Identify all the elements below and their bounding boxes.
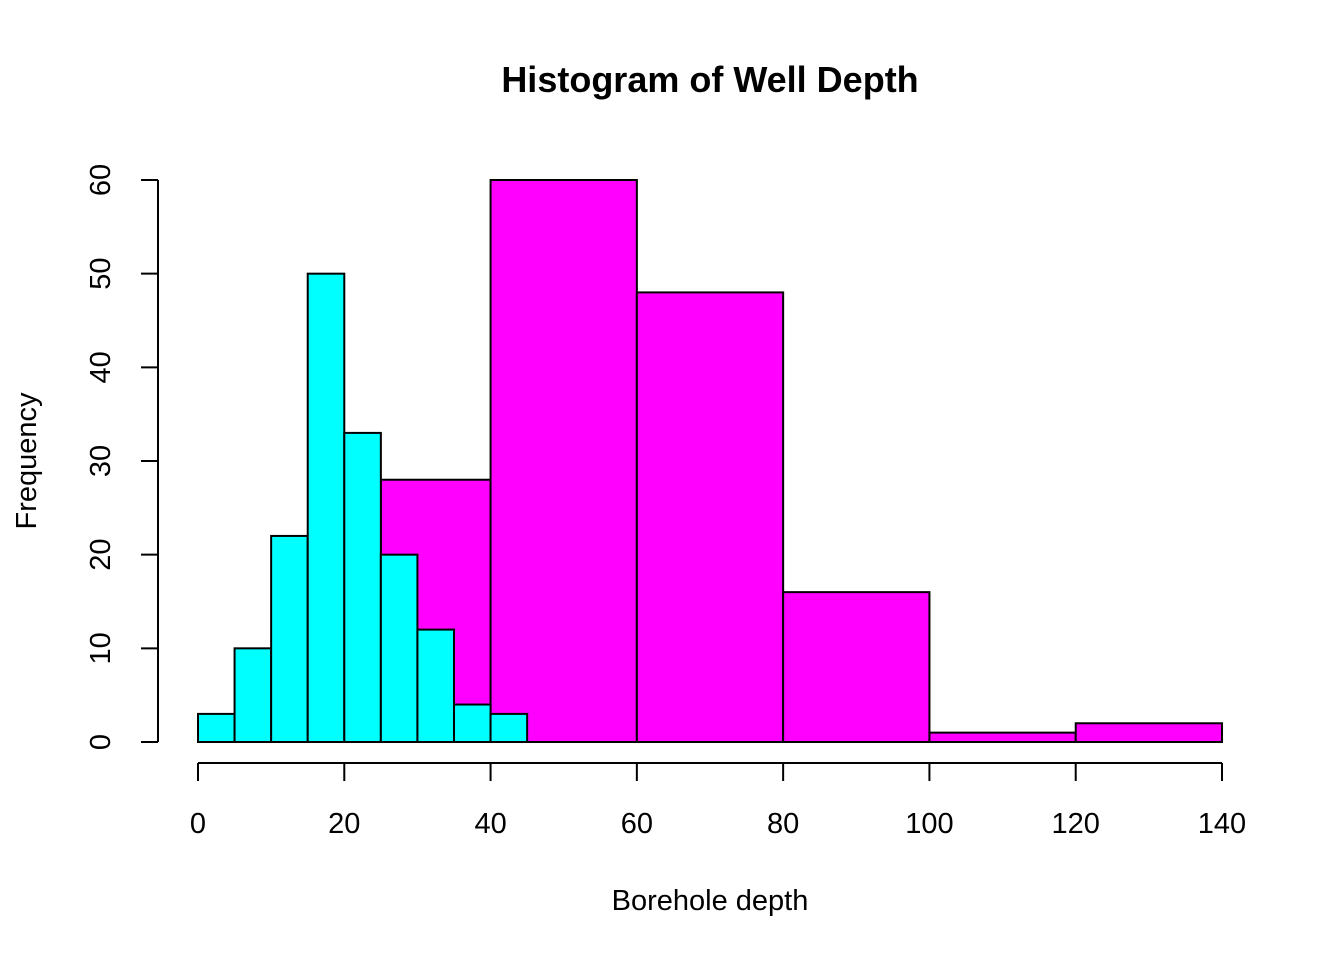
x-axis-label: Borehole depth bbox=[612, 885, 809, 917]
histogram-bar-2-3 bbox=[270, 534, 309, 744]
histogram-bar-1-5 bbox=[928, 731, 1077, 744]
histogram-bar-2-1 bbox=[197, 712, 236, 744]
histogram-bar-2-8 bbox=[453, 703, 492, 743]
y-tick-label-10: 10 bbox=[85, 632, 117, 664]
y-tick-label-50: 50 bbox=[85, 258, 117, 290]
x-tick-label-120: 120 bbox=[1052, 808, 1100, 840]
histogram-bar-2-4 bbox=[306, 272, 346, 743]
histogram-bar-2-5 bbox=[343, 431, 382, 743]
y-tick-label-30: 30 bbox=[85, 445, 117, 477]
histogram-bar-1-2 bbox=[489, 179, 638, 743]
histogram-bar-2-9 bbox=[489, 712, 529, 744]
x-tick-label-80: 80 bbox=[767, 808, 799, 840]
x-tick-label-40: 40 bbox=[474, 808, 506, 840]
histogram-bar-2-6 bbox=[379, 553, 419, 744]
histogram-bar-2-2 bbox=[233, 647, 273, 743]
x-tick-label-0: 0 bbox=[190, 808, 206, 840]
x-tick-label-140: 140 bbox=[1198, 808, 1246, 840]
y-axis: 0 10 20 30 40 50 60 bbox=[85, 164, 159, 750]
histogram-bar-1-6 bbox=[1074, 722, 1223, 743]
x-tick-label-100: 100 bbox=[905, 808, 953, 840]
histogram-bar-1-4 bbox=[782, 591, 931, 744]
histogram-bar-1-3 bbox=[635, 291, 785, 743]
histogram-bars bbox=[197, 179, 1223, 744]
y-tick-label-60: 60 bbox=[85, 164, 117, 196]
x-tick-label-20: 20 bbox=[328, 808, 360, 840]
y-axis-label: Frequency bbox=[11, 392, 43, 530]
y-tick-label-40: 40 bbox=[85, 351, 117, 383]
y-tick-label-20: 20 bbox=[85, 539, 117, 571]
histogram-bar-2-7 bbox=[416, 628, 455, 743]
chart-title: Histogram of Well Depth bbox=[501, 59, 918, 100]
x-tick-label-60: 60 bbox=[621, 808, 653, 840]
y-tick-label-0: 0 bbox=[85, 734, 117, 750]
x-axis: 0 20 40 60 80 100 120 140 bbox=[190, 762, 1246, 840]
